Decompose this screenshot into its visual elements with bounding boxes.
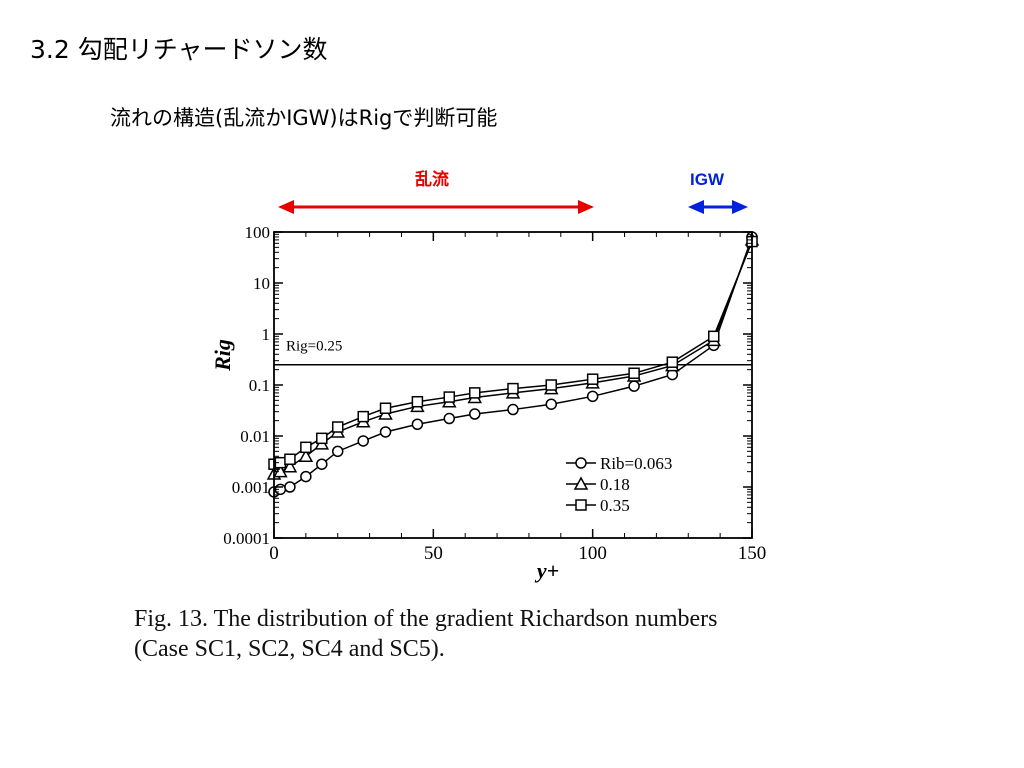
- y-tick-label: 100: [245, 223, 271, 242]
- data-point: [357, 410, 369, 423]
- data-point: [300, 470, 312, 483]
- data-point: [507, 382, 519, 395]
- data-point: [331, 421, 344, 433]
- legend-label: 0.35: [600, 496, 630, 515]
- data-point: [469, 408, 481, 420]
- x-axis-label: y+: [534, 558, 559, 583]
- igw-arrow: [688, 200, 748, 214]
- data-point: [357, 435, 369, 447]
- data-point: [284, 481, 296, 493]
- x-tick-label: 100: [578, 543, 607, 564]
- x-tick-label: 150: [738, 543, 767, 564]
- data-point: [628, 380, 640, 392]
- data-point: [411, 395, 424, 408]
- igw-label: IGW: [690, 170, 725, 189]
- legend-entry-2: 0.35: [566, 496, 630, 515]
- data-point: [300, 441, 312, 454]
- data-point: [545, 379, 557, 391]
- legend: Rib=0.063 0.18 0.35: [566, 454, 672, 515]
- data-point: [443, 412, 456, 425]
- x-tick-label: 50: [424, 543, 443, 564]
- data-point: [316, 458, 328, 470]
- series-1: [266, 232, 760, 480]
- y-tick-label: 0.01: [240, 427, 270, 446]
- turbulent-label: 乱流: [415, 169, 449, 189]
- y-tick-label: 0.1: [249, 376, 270, 395]
- x-tick-label: 0: [269, 543, 279, 564]
- data-point: [708, 330, 720, 343]
- data-point: [298, 448, 314, 463]
- data-point: [316, 432, 328, 445]
- legend-marker: [573, 476, 589, 490]
- reference-line-label: Rig=0.25: [286, 339, 342, 355]
- series-line: [273, 241, 753, 465]
- y-tick-label: 0.0001: [223, 529, 270, 548]
- data-point: [586, 373, 599, 385]
- legend-label: Rib=0.063: [600, 454, 672, 473]
- legend-entry-1: 0.18: [566, 475, 630, 494]
- data-point: [666, 356, 679, 368]
- legend-marker: [575, 457, 587, 469]
- legend-label: 0.18: [600, 475, 630, 494]
- figure-caption: Fig. 13. The distribution of the gradien…: [134, 604, 914, 664]
- turbulent-arrow: [278, 200, 594, 214]
- y-axis-label: Rig: [210, 339, 235, 372]
- axes: 0.0001 0.001 0.01 0.1 1 10 100 0 50 100 150: [223, 223, 766, 564]
- axis-labels: Rig y+: [210, 339, 559, 583]
- slide-subtitle: 流れの構造(乱流かIGW)はRigで判断可能: [110, 106, 498, 130]
- data-point: [379, 402, 392, 415]
- slide-title: 3.2 勾配リチャードソン数: [30, 35, 328, 64]
- legend-marker: [575, 499, 587, 511]
- data-point: [282, 459, 298, 473]
- regime-annotations: 乱流 IGW: [278, 169, 748, 214]
- data-point: [545, 398, 557, 410]
- y-tick-label: 1: [262, 325, 271, 344]
- data-point: [379, 426, 392, 438]
- data-point: [411, 418, 424, 430]
- data-point: [507, 403, 519, 416]
- rig-chart: Rig=0.25 0.0001 0.001 0.01 0.1 1 10 100 0 50 100 1…: [210, 223, 766, 583]
- data-point: [331, 445, 344, 458]
- data-point: [586, 390, 599, 403]
- data-point: [443, 391, 456, 403]
- legend-entry-0: Rib=0.063: [566, 454, 672, 473]
- data-point: [469, 387, 481, 399]
- caption-line-1: Fig. 13. The distribution of the gradien…: [134, 606, 718, 632]
- data-point: [628, 367, 640, 379]
- y-tick-label: 10: [253, 274, 270, 293]
- caption-line-2: (Case SC1, SC2, SC4 and SC5).: [134, 636, 445, 662]
- y-tick-label: 0.001: [232, 478, 270, 497]
- data-point: [284, 453, 296, 466]
